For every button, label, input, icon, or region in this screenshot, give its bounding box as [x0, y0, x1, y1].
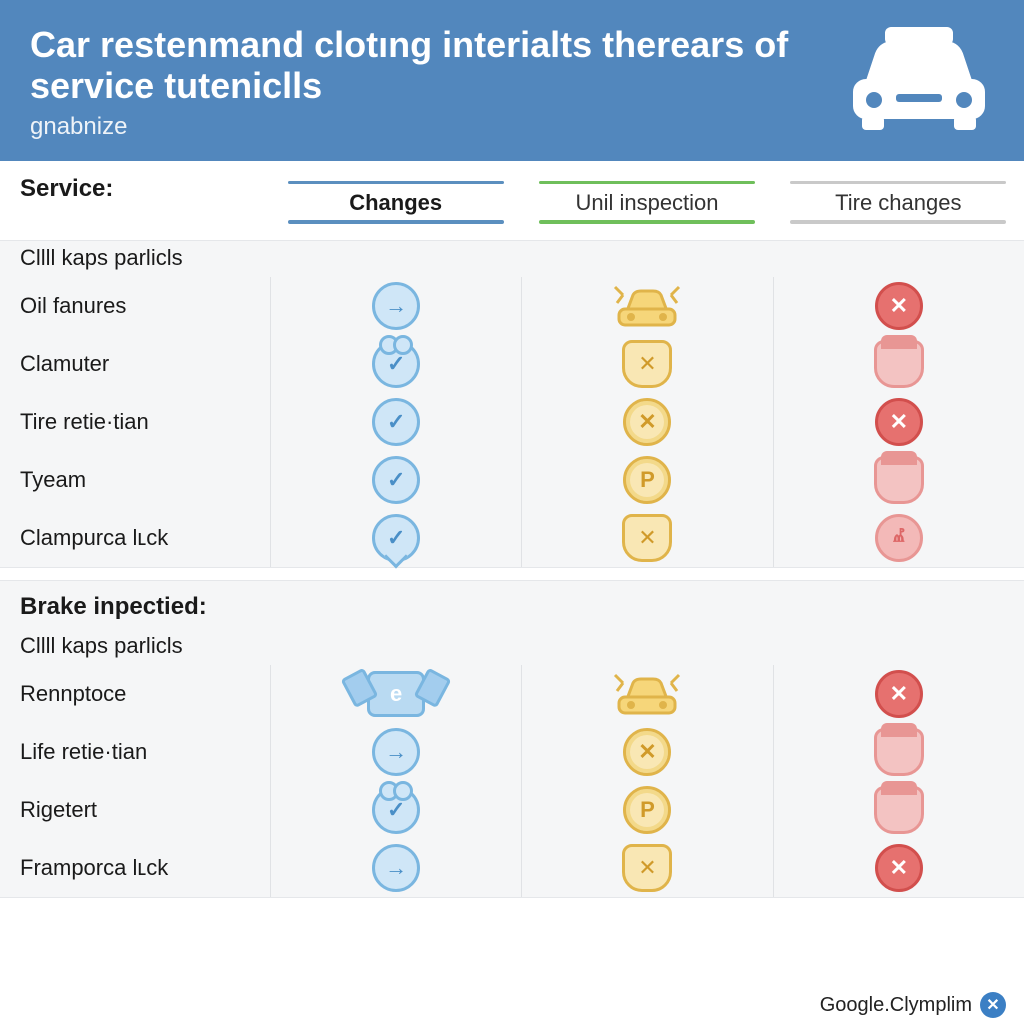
- cell-inspection: ✕: [521, 839, 772, 897]
- cell-inspection: ✕: [521, 723, 772, 781]
- page-title: Car restenmand clotıng interialts therea…: [30, 24, 824, 107]
- cell-changes: →: [270, 839, 521, 897]
- cell-tire: [773, 781, 1024, 839]
- footer-text: Google.Clymplim: [820, 994, 972, 1017]
- row-label: Framporca lʟck: [0, 855, 270, 881]
- table-row: Rennptoce e ✕: [0, 665, 1024, 723]
- status-badge-blue: ✓: [372, 340, 420, 388]
- column-header-tire: Tire changes: [773, 175, 1024, 230]
- status-badge-blue: e: [367, 671, 425, 717]
- status-badge-red: ✕: [875, 398, 923, 446]
- status-badge-red: [874, 340, 924, 388]
- status-badge-blue: →: [372, 844, 420, 892]
- cell-tire: ✕: [773, 277, 1024, 335]
- cell-changes: →: [270, 277, 521, 335]
- table-section: Cllll kaps parlicls Oil fanures → ✕ Clam…: [0, 240, 1024, 568]
- status-badge-gold: P: [623, 786, 671, 834]
- cell-changes: ✓: [270, 451, 521, 509]
- row-label: Tyeam: [0, 467, 270, 493]
- cell-inspection: ✕: [521, 335, 772, 393]
- comparison-table: Service: Changes Unil inspection Tire ch…: [0, 161, 1024, 898]
- table-row: Clamuter ✓ ✕: [0, 335, 1024, 393]
- table-row: Clampurca lʟck ✓ ✕ ⰼ: [0, 509, 1024, 567]
- status-badge-red: [874, 728, 924, 776]
- row-label: Tire retie·tian: [0, 409, 270, 435]
- cell-changes: ✓: [270, 335, 521, 393]
- status-badge-red: [874, 456, 924, 504]
- cell-inspection: P: [521, 451, 772, 509]
- status-badge-red: ✕: [875, 282, 923, 330]
- table-row: Life retie·tian → ✕: [0, 723, 1024, 781]
- status-badge-red: ✕: [875, 670, 923, 718]
- service-column-label: Service:: [0, 175, 270, 230]
- car-icon: [613, 285, 681, 327]
- close-icon[interactable]: ✕: [980, 992, 1006, 1018]
- cell-tire: [773, 335, 1024, 393]
- cell-changes: ✓: [270, 509, 521, 567]
- cell-tire: [773, 451, 1024, 509]
- status-badge-gold: ✕: [623, 728, 671, 776]
- cell-tire: ✕: [773, 839, 1024, 897]
- cell-inspection: ✕: [521, 393, 772, 451]
- cell-inspection: [521, 665, 772, 723]
- table-row: Oil fanures → ✕: [0, 277, 1024, 335]
- column-headers: Service: Changes Unil inspection Tire ch…: [0, 161, 1024, 240]
- table-row: Tyeam ✓ P: [0, 451, 1024, 509]
- cell-tire: ✕: [773, 393, 1024, 451]
- status-badge-red: ✕: [875, 844, 923, 892]
- status-badge-blue: ✓: [372, 456, 420, 504]
- row-label: Clamuter: [0, 351, 270, 377]
- cell-inspection: ✕: [521, 509, 772, 567]
- cell-tire: ⰼ: [773, 509, 1024, 567]
- footer: Google.Clymplim ✕: [820, 992, 1006, 1018]
- column-header-inspection: Unil inspection: [521, 175, 772, 230]
- status-badge-red: [874, 786, 924, 834]
- status-badge-gold: ✕: [623, 398, 671, 446]
- row-label: Life retie·tian: [0, 739, 270, 765]
- cell-tire: ✕: [773, 665, 1024, 723]
- status-badge-gold: ✕: [622, 844, 672, 892]
- header: Car restenmand clotıng interialts therea…: [0, 0, 1024, 161]
- row-label: Rigetert: [0, 797, 270, 823]
- table-row: Framporca lʟck → ✕ ✕: [0, 839, 1024, 897]
- status-badge-gold: ✕: [622, 340, 672, 388]
- table-section: Brake inpectied:Cllll kaps parlicls Renn…: [0, 580, 1024, 898]
- status-badge-blue: ✓: [372, 514, 420, 562]
- row-label: Oil fanures: [0, 293, 270, 319]
- page-subtitle: gnabnize: [30, 113, 824, 141]
- status-badge-gold: P: [623, 456, 671, 504]
- cell-inspection: [521, 277, 772, 335]
- table-row: Rigetert ✓ P: [0, 781, 1024, 839]
- status-badge-gold: ✕: [622, 514, 672, 562]
- cell-inspection: P: [521, 781, 772, 839]
- row-label: Rennptoce: [0, 681, 270, 707]
- status-badge-red: ⰼ: [875, 514, 923, 562]
- cell-changes: e: [270, 665, 521, 723]
- cell-changes: ✓: [270, 393, 521, 451]
- cell-changes: ✓: [270, 781, 521, 839]
- row-label: Clampurca lʟck: [0, 525, 270, 551]
- column-header-changes: Changes: [270, 175, 521, 230]
- section-title: Brake inpectied:: [0, 581, 1024, 629]
- section-subtitle: Cllll kaps parlicls: [0, 241, 1024, 277]
- car-icon: [613, 673, 681, 715]
- cell-tire: [773, 723, 1024, 781]
- section-subtitle: Cllll kaps parlicls: [0, 629, 1024, 665]
- status-badge-blue: →: [372, 728, 420, 776]
- table-row: Tire retie·tian ✓ ✕ ✕: [0, 393, 1024, 451]
- status-badge-blue: →: [372, 282, 420, 330]
- status-badge-blue: ✓: [372, 398, 420, 446]
- car-icon: [844, 24, 994, 139]
- cell-changes: →: [270, 723, 521, 781]
- status-badge-blue: ✓: [372, 786, 420, 834]
